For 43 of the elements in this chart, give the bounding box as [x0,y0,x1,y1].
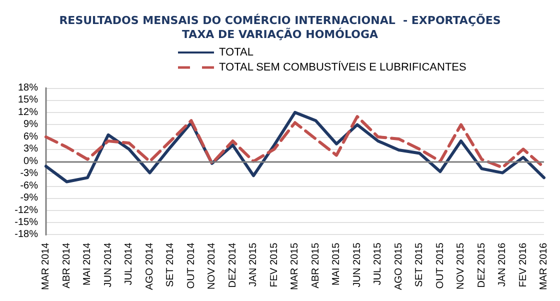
y-tick-label: 3% [24,144,38,155]
y-tick-label: -12% [14,204,38,216]
chart-subtitle: TAXA DE VARIAÇÃO HOMÓLOGA [182,27,378,41]
x-tick-label: ABR 2015 [310,242,322,288]
y-tick-label: 6% [24,131,38,142]
x-tick-label: NOV 2015 [456,242,466,290]
y-tick-label: -6% [20,180,38,192]
x-tick-label: FEV 2016 [518,242,529,288]
x-tick-label: SET 2014 [165,242,176,288]
x-tick-label: JAN 2015 [248,242,259,287]
x-tick-label: MAI 2015 [331,242,342,286]
x-tick-label: ABR 2014 [61,242,72,288]
line-series [44,110,546,184]
y-tick-label: 0% [24,156,38,167]
x-tick-label: MAI 2014 [82,242,93,286]
x-tick-label: OUT 2015 [434,242,446,289]
x-tick-label: AGO 2015 [393,242,404,290]
chart-title: RESULTADOS MENSAIS DO COMÉRCIO INTERNACIONAL - EXPORTAÇÕES [59,13,501,27]
x-tick-label: OUT 2014 [186,242,197,289]
y-tick-label: -18% [14,229,38,240]
x-tick-label: MAR 2015 [290,242,300,290]
y-tick-label: 12% [18,106,38,118]
x-tick-label: JUL 2014 [124,242,134,286]
x-tick-label: JUN 2015 [352,242,363,288]
x-tick-label: FEV 2015 [268,242,280,288]
x-tick-label: MAR 2016 [538,242,550,290]
y-tick-label: 9% [24,119,38,130]
legend-label: TOTAL SEM COMBUSTÍVEIS E LUBRIFICANTES [219,60,466,74]
x-tick-label: JUL 2015 [372,242,384,286]
x-tick-label: NOV 2014 [206,242,218,290]
x-tick-label: MAR 2014 [40,242,52,290]
x-tick-label: AGO 2014 [144,242,156,290]
y-tick-label: -9% [20,192,38,204]
y-tick-label: -15% [14,217,38,228]
x-tick-label: SET 2015 [414,242,425,288]
legend-label: TOTAL [219,46,254,58]
y-tick-label: -3% [20,168,38,180]
x-tick-label: DEZ 2015 [476,242,488,288]
x-tick-label: JAN 2016 [497,242,508,287]
x-tick-label: DEZ 2014 [227,242,238,288]
x-tick-label: JUN 2014 [102,242,114,288]
y-tick-label: 15% [18,94,38,106]
y-tick-label: 18% [18,82,38,94]
